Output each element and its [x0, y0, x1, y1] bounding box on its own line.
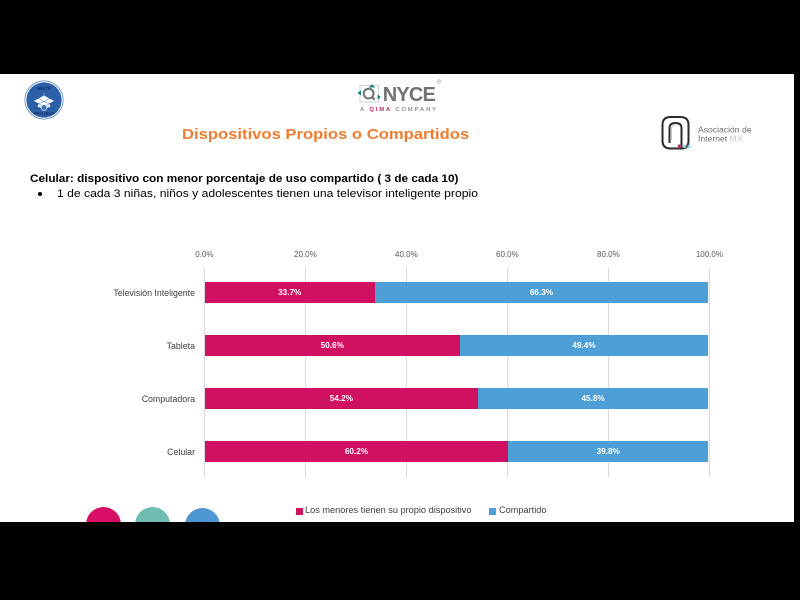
- svg-text:WHITE: WHITE: [37, 86, 51, 91]
- svg-text:Asociación de: Asociación de: [698, 125, 752, 135]
- svg-text:A QIMA COMPANY: A QIMA COMPANY: [360, 107, 438, 113]
- svg-text:PROJECT: PROJECT: [34, 111, 55, 116]
- svg-text:R: R: [438, 80, 441, 84]
- svg-text:Internet MX.: Internet MX.: [698, 134, 745, 144]
- svg-text:NYCE: NYCE: [383, 84, 436, 106]
